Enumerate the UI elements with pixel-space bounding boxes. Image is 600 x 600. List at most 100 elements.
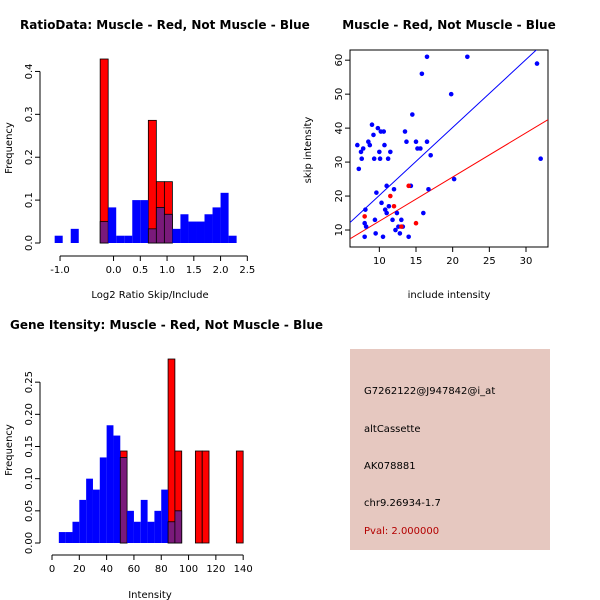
- x-tick-label: 0.0: [106, 265, 122, 276]
- not-muscle-bar: [108, 207, 117, 243]
- not-muscle-bar: [147, 228, 157, 244]
- x-tick-label: 60: [128, 564, 141, 575]
- x-tick-label: 40: [100, 564, 113, 575]
- not-muscle-bar: [161, 489, 169, 543]
- x-tick-label: 2.5: [239, 265, 255, 276]
- not-muscle-bar: [188, 221, 197, 243]
- x-tick-label: 2.0: [213, 265, 229, 276]
- not-muscle-bar: [163, 213, 173, 244]
- y-tick-label: 0.20: [24, 403, 35, 425]
- not-muscle-bar: [196, 221, 205, 243]
- not-muscle-bar: [220, 192, 229, 243]
- x-tick-label: 0.5: [132, 265, 148, 276]
- bars-layer: [58, 358, 244, 544]
- not-muscle-point: [374, 190, 379, 195]
- x-axis-label: Intensity: [128, 590, 172, 600]
- not-muscle-bar: [99, 221, 109, 244]
- not-muscle-point: [410, 112, 415, 117]
- not-muscle-bar: [106, 425, 114, 543]
- x-tick-label: 140: [234, 564, 253, 575]
- not-muscle-point: [413, 139, 419, 145]
- not-muscle-point: [399, 217, 404, 223]
- y-tick-label: 30: [334, 156, 345, 169]
- muscle-bar: [167, 358, 176, 544]
- y-tick-label: 0.10: [24, 468, 35, 490]
- not-muscle-point: [379, 200, 384, 206]
- not-muscle-point: [356, 166, 362, 172]
- not-muscle-point: [451, 176, 457, 182]
- y-tick-label: 0.3: [24, 106, 35, 122]
- muscle-point: [413, 220, 419, 226]
- x-tick-label: -1.0: [50, 265, 70, 276]
- not-muscle-point: [377, 156, 383, 161]
- not-muscle-bar: [70, 228, 79, 243]
- not-muscle-point: [421, 210, 426, 216]
- x-axis-label: Log2 Ratio Skip/Include: [91, 290, 208, 301]
- not-muscle-point: [386, 203, 392, 209]
- x-axis-label: include intensity: [408, 290, 491, 301]
- not-muscle-point: [381, 129, 387, 134]
- plot-frame: [349, 49, 549, 248]
- muscle-bar: [201, 450, 210, 544]
- intensity-scatter: Muscle - Red, Not Muscle - Blue include …: [303, 18, 556, 301]
- not-muscle-bar: [119, 457, 128, 544]
- not-muscle-bar: [58, 532, 66, 543]
- y-tick-label: 0.2: [24, 149, 35, 165]
- not-muscle-point: [360, 146, 366, 151]
- x-tick-label: 0: [49, 564, 55, 575]
- not-muscle-bar: [204, 214, 213, 243]
- not-muscle-point: [384, 183, 389, 189]
- not-muscle-bar: [72, 521, 80, 543]
- axes-layer: 10 15 20 25 30 10 20 30 40 50 60: [334, 54, 532, 267]
- x-tick-label: 15: [410, 256, 423, 267]
- not-muscle-point: [384, 210, 389, 216]
- not-muscle-point: [418, 146, 423, 151]
- regression-lines: [350, 50, 548, 240]
- not-muscle-point: [402, 129, 408, 134]
- not-muscle-bar: [86, 478, 93, 543]
- points-layer: [355, 54, 543, 240]
- not-muscle-bar: [65, 532, 73, 543]
- not-muscle-bar: [155, 207, 165, 244]
- not-muscle-point: [393, 227, 398, 233]
- y-tick-label: 50: [334, 88, 345, 101]
- not-muscle-point: [394, 210, 400, 216]
- not-muscle-point: [355, 142, 360, 148]
- muscle-point: [399, 224, 404, 229]
- not-muscle-point: [419, 71, 425, 77]
- x-tick-label: 20: [73, 564, 86, 575]
- chart-title: Gene Itensity: Muscle - Red, Not Muscle …: [10, 318, 323, 332]
- x-tick-label: 20: [446, 256, 459, 267]
- not-muscle-point: [404, 139, 409, 145]
- gene-info-panel: G7262122@J947842@i_at altCassette AK0788…: [350, 349, 550, 550]
- p-value: Pval: 2.000000: [364, 526, 440, 537]
- muscle-bar: [99, 58, 109, 244]
- not-muscle-point: [369, 122, 375, 128]
- x-tick-label: 30: [520, 256, 533, 267]
- muscle-bar: [194, 450, 203, 544]
- muscle-point: [406, 183, 411, 189]
- y-tick-label: 0.05: [24, 500, 35, 522]
- ratio-histogram: RatioData: Muscle - Red, Not Muscle - Bl…: [4, 18, 310, 301]
- not-muscle-bar: [167, 521, 176, 544]
- x-tick-label: 120: [206, 564, 225, 575]
- not-muscle-point: [428, 152, 433, 158]
- not-muscle-bar: [116, 235, 125, 243]
- y-tick-label: 0.1: [24, 192, 35, 208]
- y-axis-label: skip intensity: [303, 117, 314, 184]
- not-muscle-point: [362, 234, 367, 240]
- not-muscle-point: [426, 186, 431, 192]
- not-muscle-point: [359, 156, 365, 161]
- muscle-bar: [235, 450, 244, 544]
- not-muscle-point: [424, 139, 430, 145]
- not-muscle-bar: [154, 510, 162, 543]
- not-muscle-point: [465, 54, 470, 60]
- not-muscle-point: [375, 125, 381, 131]
- not-muscle-point: [371, 156, 377, 161]
- not-muscle-point: [371, 132, 376, 138]
- not-muscle-point: [397, 231, 403, 236]
- chart-title: Muscle - Red, Not Muscle - Blue: [342, 18, 556, 32]
- y-tick-label: 0.15: [24, 435, 35, 457]
- axes-layer: 0 20 40 60 80 100 120 140 0.00 0.05 0.10 0.15 0.20 0.…: [24, 371, 253, 575]
